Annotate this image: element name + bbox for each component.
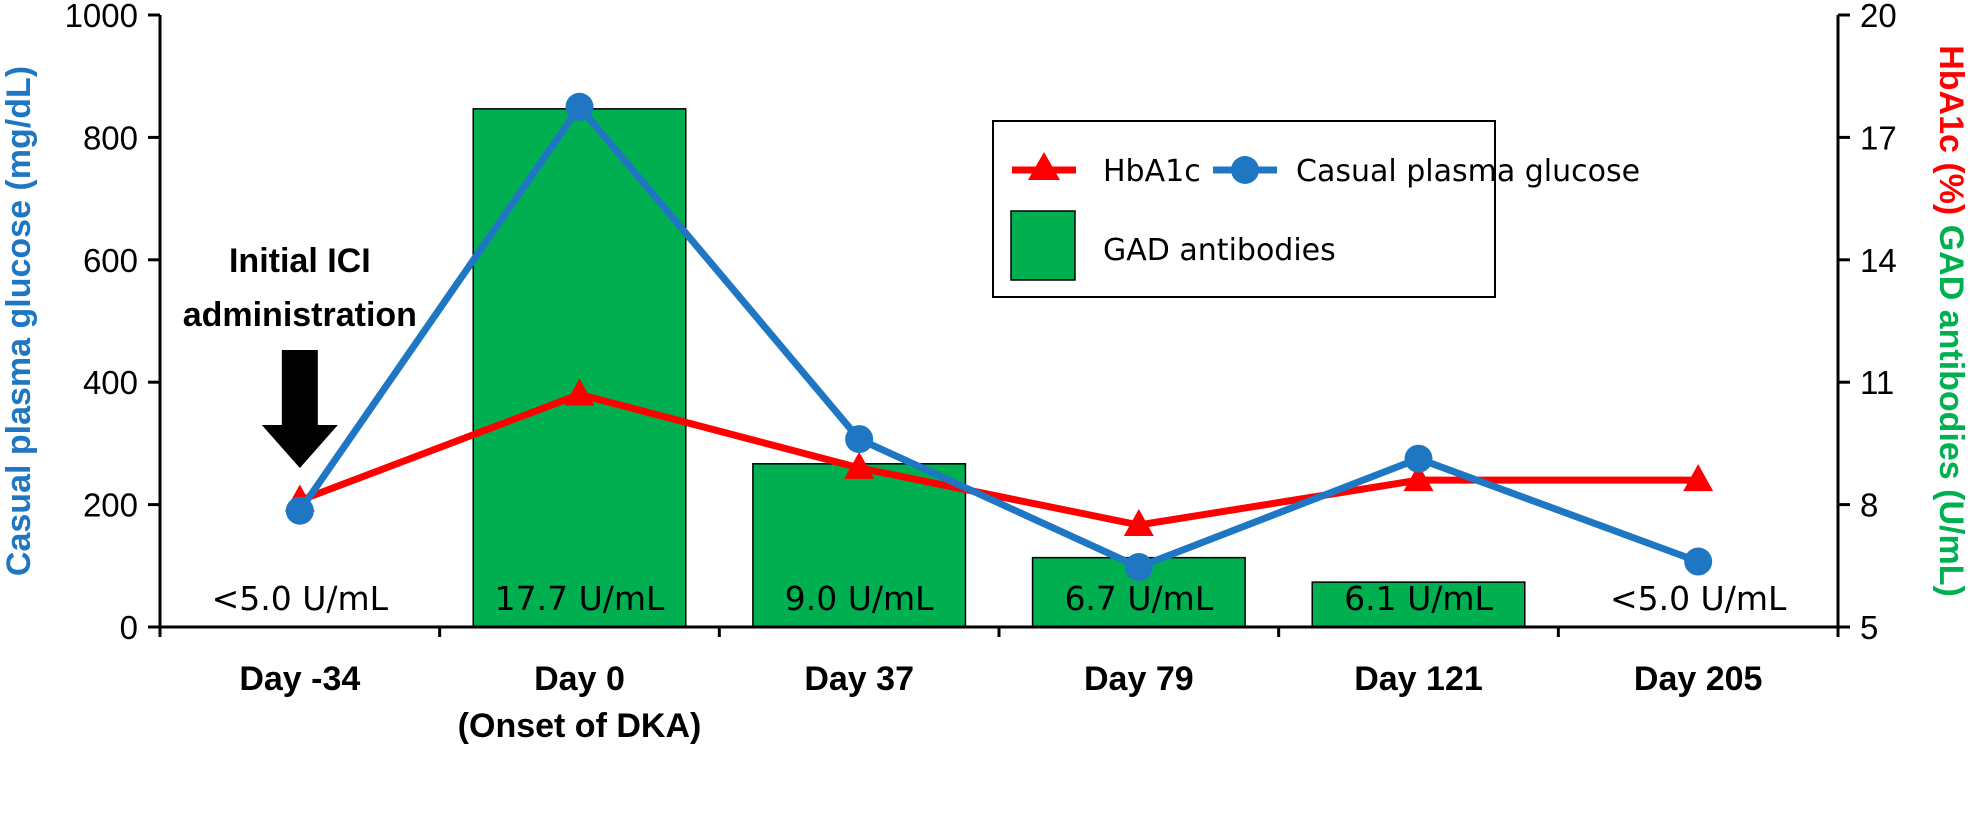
bar-value-label: <5.0 U/mL (212, 579, 389, 618)
legend-box (992, 120, 1496, 298)
left-axis-title: Casual plasma glucose (mg/dL) (0, 66, 38, 576)
legend-gad-label: GAD antibodies (1103, 233, 1336, 268)
glucose-point (1404, 444, 1433, 473)
glucose-point (845, 425, 874, 454)
hba1c-point (1683, 464, 1714, 492)
glucose-line (296, 103, 1700, 571)
x-tick-label: Day -34 (239, 660, 360, 698)
left-tick-label: 600 (83, 242, 138, 279)
right-axis-title-gad: GAD antibodies (U/mL) (1932, 225, 1970, 597)
bar-value-label: 6.7 U/mL (1064, 579, 1213, 618)
x-tick-label: Day 121 (1354, 660, 1483, 698)
hba1c-point (1123, 509, 1154, 536)
right-tick-label: 14 (1860, 242, 1897, 279)
hba1c-point (844, 451, 875, 479)
annotation-line2: administration (183, 296, 417, 334)
right-tick-label: 17 (1860, 119, 1897, 156)
legend-glucose-label: Casual plasma glucose (1296, 154, 1640, 189)
right-tick-label: 20 (1860, 0, 1897, 34)
bar-value-label: 9.0 U/mL (785, 579, 934, 618)
x-tick-label: Day 0 (534, 660, 625, 698)
legend-hba1c-label: HbA1c (1103, 154, 1201, 189)
bar-value-label: 17.7 U/mL (495, 579, 665, 618)
legend-glucose-marker (1231, 156, 1259, 184)
right-tick-label: 11 (1860, 364, 1894, 401)
hba1c-point (564, 378, 595, 406)
legend-hba1c-marker (1028, 152, 1060, 180)
gad-bar (752, 463, 967, 628)
glucose-point (1684, 547, 1713, 576)
right-axis-title: HbA1c (%) GAD antibodies (U/mL) (1932, 45, 1970, 597)
glucose-point (1124, 553, 1153, 582)
right-axis-title-hba1c: HbA1c (%) (1932, 45, 1970, 224)
hba1c-point (1403, 464, 1434, 492)
gad-bar (472, 108, 687, 628)
x-tick-label: Day 37 (804, 660, 914, 698)
gad-bar (1311, 581, 1526, 628)
right-tick-label: 8 (1860, 487, 1878, 524)
annotation-arrow-icon (261, 350, 338, 468)
x-tick-label: Day 205 (1634, 660, 1763, 698)
left-tick-label: 800 (83, 119, 138, 156)
legend-gad-swatch (1010, 210, 1076, 281)
glucose-point (565, 92, 594, 121)
x-tick-sublabel: (Onset of DKA) (458, 707, 702, 745)
right-tick-label: 5 (1860, 609, 1878, 646)
hba1c-line (298, 390, 1699, 529)
x-tick-label: Day 79 (1084, 660, 1194, 698)
left-tick-label: 0 (120, 609, 138, 646)
glucose-point (285, 496, 314, 525)
left-tick-label: 400 (83, 364, 138, 401)
annotation-line1: Initial ICI (229, 242, 371, 280)
left-tick-label: 1000 (65, 0, 138, 34)
bar-value-label: 6.1 U/mL (1344, 579, 1493, 618)
bar-value-label: <5.0 U/mL (1610, 579, 1787, 618)
left-tick-label: 200 (83, 487, 138, 524)
